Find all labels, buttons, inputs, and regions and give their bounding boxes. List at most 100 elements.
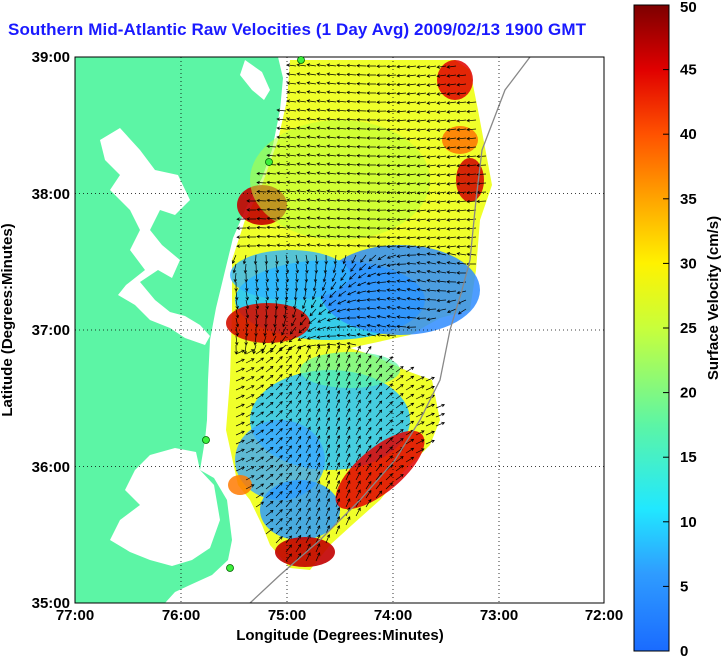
velocity-arrow bbox=[328, 299, 337, 306]
velocity-arrow bbox=[236, 235, 247, 239]
velocity-arrow bbox=[275, 365, 283, 373]
velocity-arrow bbox=[366, 332, 377, 337]
velocity-arrow bbox=[276, 144, 287, 148]
velocity-arrow bbox=[366, 306, 377, 310]
velocity-arrow bbox=[406, 287, 417, 292]
velocity-arrow bbox=[446, 182, 457, 186]
x-tick-label: 72:00 bbox=[585, 607, 623, 624]
velocity-arrow bbox=[336, 117, 347, 122]
velocity-arrow bbox=[326, 180, 337, 184]
velocity-arrow bbox=[264, 254, 269, 265]
velocity-arrow bbox=[456, 227, 467, 231]
velocity-arrow bbox=[436, 308, 447, 313]
velocity-arrow bbox=[366, 226, 377, 230]
velocity-arrow bbox=[405, 384, 415, 391]
velocity-arrow bbox=[315, 354, 321, 364]
velocity-arrow bbox=[436, 173, 447, 177]
velocity-arrow bbox=[326, 81, 337, 85]
velocity-arrow bbox=[286, 135, 297, 139]
velocity-arrow bbox=[295, 516, 302, 526]
velocity-arrow bbox=[346, 162, 357, 167]
velocity-arrow bbox=[446, 270, 457, 274]
velocity-arrow bbox=[355, 372, 361, 382]
velocity-arrow bbox=[336, 126, 347, 131]
x-tick-label: 76:00 bbox=[162, 607, 200, 624]
velocity-arrow bbox=[266, 225, 277, 230]
velocity-arrow bbox=[276, 189, 287, 193]
velocity-arrow bbox=[275, 374, 283, 382]
velocity-arrow bbox=[356, 81, 367, 86]
velocity-arrow bbox=[285, 418, 292, 427]
velocity-arrow bbox=[256, 234, 267, 239]
velocity-arrow bbox=[275, 500, 283, 508]
velocity-arrow bbox=[326, 171, 337, 175]
velocity-arrow bbox=[446, 110, 457, 114]
velocity-arrow bbox=[285, 544, 292, 553]
velocity-arrow bbox=[426, 74, 437, 78]
velocity-arrow bbox=[276, 234, 287, 238]
velocity-arrow bbox=[336, 99, 347, 104]
velocity-arrow bbox=[347, 290, 357, 296]
velocity-arrow bbox=[386, 279, 397, 284]
velocity-arrow bbox=[245, 439, 255, 445]
velocity-arrow bbox=[396, 136, 407, 141]
velocity-arrow bbox=[426, 137, 437, 141]
velocity-arrow bbox=[355, 399, 361, 409]
velocity-arrow bbox=[315, 471, 321, 481]
velocity-arrow bbox=[385, 365, 393, 373]
velocity-arrow bbox=[405, 402, 415, 409]
velocity-arrow bbox=[274, 299, 279, 310]
velocity-arrow bbox=[255, 290, 260, 301]
velocity-arrow bbox=[305, 525, 311, 535]
velocity-arrow bbox=[255, 447, 265, 454]
velocity-arrow bbox=[265, 482, 274, 490]
velocity-arrow bbox=[395, 429, 404, 436]
velocity-arrow bbox=[376, 181, 387, 185]
velocity-arrow bbox=[336, 171, 347, 176]
velocity-arrow bbox=[255, 456, 265, 463]
velocity-arrow bbox=[466, 252, 477, 257]
velocity-arrow bbox=[456, 128, 467, 132]
velocity-arrow bbox=[466, 181, 477, 186]
velocity-arrow bbox=[366, 190, 377, 194]
velocity-arrow bbox=[386, 263, 397, 267]
y-tick-label: 39:00 bbox=[32, 49, 70, 66]
velocity-arrow bbox=[426, 182, 437, 186]
velocity-arrow bbox=[316, 335, 327, 339]
velocity-arrow bbox=[317, 317, 327, 323]
velocity-arrow bbox=[315, 453, 321, 463]
velocity-arrow bbox=[346, 81, 357, 86]
velocity-arrow bbox=[386, 127, 397, 132]
velocity-arrow bbox=[405, 366, 415, 373]
velocity-arrow bbox=[275, 383, 283, 391]
velocity-arrow bbox=[426, 164, 437, 168]
velocity-arrow bbox=[245, 317, 249, 328]
velocity-arrow bbox=[255, 348, 265, 355]
velocity-arrow bbox=[405, 456, 415, 463]
velocity-arrow bbox=[299, 317, 307, 326]
velocity-arrow bbox=[456, 261, 467, 266]
velocity-arrow bbox=[416, 306, 427, 311]
velocity-arrow bbox=[245, 349, 255, 355]
velocity-arrow bbox=[262, 335, 267, 346]
velocity-arrow bbox=[256, 198, 267, 203]
velocity-arrow bbox=[235, 457, 245, 463]
velocity-arrow bbox=[245, 308, 250, 319]
velocity-arrow bbox=[416, 164, 427, 168]
velocity-arrow bbox=[326, 108, 337, 112]
velocity-arrow bbox=[305, 435, 311, 445]
velocity-arrow bbox=[375, 436, 383, 445]
velocity-arrow bbox=[245, 281, 249, 292]
velocity-arrow bbox=[325, 443, 331, 454]
velocity-arrow bbox=[295, 272, 299, 283]
velocity-arrow bbox=[335, 435, 341, 445]
velocity-arrow bbox=[436, 110, 447, 114]
velocity-arrow bbox=[405, 420, 415, 427]
velocity-arrow bbox=[276, 162, 287, 166]
velocity-arrow bbox=[446, 261, 457, 265]
velocity-arrow bbox=[275, 527, 283, 535]
velocity-arrow bbox=[326, 126, 337, 130]
velocity-arrow bbox=[436, 146, 447, 150]
velocity-arrow bbox=[406, 227, 417, 231]
velocity-arrow bbox=[325, 425, 331, 436]
